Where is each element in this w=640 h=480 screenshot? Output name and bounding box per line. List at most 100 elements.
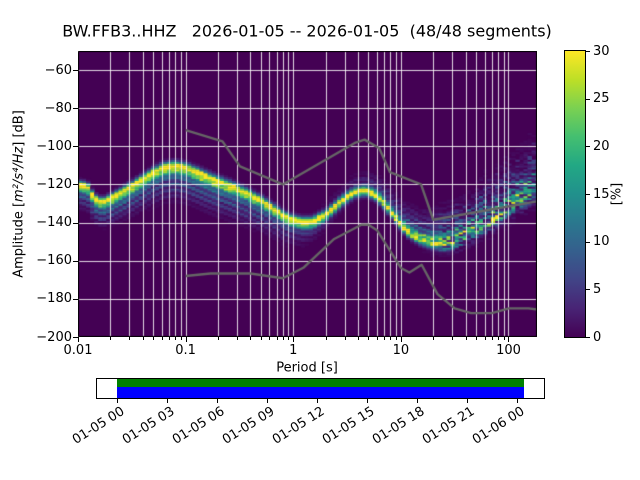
x-minor-tick bbox=[175, 337, 176, 340]
x-tick-label: 10 bbox=[392, 343, 410, 358]
x-minor-tick bbox=[384, 337, 385, 340]
colorbar-tick-label: 30 bbox=[593, 43, 610, 59]
colorbar-tick-label: 0 bbox=[593, 329, 602, 345]
timeline-tick bbox=[167, 399, 168, 403]
colorbar-tick bbox=[586, 337, 590, 338]
x-minor-tick bbox=[237, 337, 238, 340]
y-axis-label-prefix: Amplitude [ bbox=[11, 201, 27, 278]
y-major-tick bbox=[73, 223, 78, 224]
timeline-tick bbox=[217, 399, 218, 403]
colorbar-tick-label: 20 bbox=[593, 138, 610, 154]
y-tick-label: −200 bbox=[36, 329, 72, 345]
x-tick-label: 1 bbox=[289, 343, 298, 358]
y-major-tick bbox=[73, 299, 78, 300]
x-tick-label: 100 bbox=[496, 343, 521, 358]
y-major-tick bbox=[73, 261, 78, 262]
colorbar-tick-label: 10 bbox=[593, 234, 610, 250]
x-major-tick bbox=[508, 337, 509, 342]
x-minor-tick bbox=[288, 337, 289, 340]
x-minor-tick bbox=[162, 337, 163, 340]
time-coverage-box bbox=[96, 378, 545, 399]
timeline-tick bbox=[467, 399, 468, 403]
x-major-tick bbox=[186, 337, 187, 342]
x-minor-tick bbox=[476, 337, 477, 340]
plot-title: BW.FFB3..HHZ 2026-01-05 -- 2026-01-05 (4… bbox=[62, 21, 552, 41]
timeline-tick bbox=[417, 399, 418, 403]
y-axis-label-units: m²/s⁴/Hz bbox=[11, 146, 27, 202]
y-tick-label: −80 bbox=[44, 100, 72, 116]
timeline-tick-label: 01-05 03 bbox=[119, 404, 177, 448]
coverage-bar-bottom bbox=[117, 387, 524, 398]
timeline-tick-label: 01-05 18 bbox=[369, 404, 427, 448]
colorbar-label: [%] bbox=[609, 182, 625, 206]
colorbar-tick bbox=[586, 51, 590, 52]
timeline-tick bbox=[267, 399, 268, 403]
timeline-tick bbox=[367, 399, 368, 403]
x-minor-tick bbox=[345, 337, 346, 340]
timeline-tick-label: 01-06 00 bbox=[469, 404, 527, 448]
colorbar-tick bbox=[586, 99, 590, 100]
y-major-tick bbox=[73, 108, 78, 109]
x-minor-tick bbox=[358, 337, 359, 340]
x-tick-label: 0.1 bbox=[175, 343, 196, 358]
x-minor-tick bbox=[492, 337, 493, 340]
x-minor-tick bbox=[129, 337, 130, 340]
y-major-tick bbox=[73, 337, 78, 338]
y-tick-label: −100 bbox=[36, 138, 72, 154]
y-major-tick bbox=[73, 184, 78, 185]
x-minor-tick bbox=[269, 337, 270, 340]
x-minor-tick bbox=[504, 337, 505, 340]
x-minor-tick bbox=[390, 337, 391, 340]
x-minor-tick bbox=[396, 337, 397, 340]
x-minor-tick bbox=[368, 337, 369, 340]
y-axis-label: Amplitude [m²/s⁴/Hz] [dB] bbox=[12, 110, 27, 278]
x-minor-tick bbox=[110, 337, 111, 340]
timeline-tick-label: 01-05 21 bbox=[419, 404, 477, 448]
colorbar-tick bbox=[586, 146, 590, 147]
y-tick-label: −180 bbox=[36, 291, 72, 307]
x-minor-tick bbox=[452, 337, 453, 340]
y-tick-label: −140 bbox=[36, 215, 72, 231]
colorbar-tick-label: 5 bbox=[593, 281, 602, 297]
colorbar-tick bbox=[586, 242, 590, 243]
timeline-tick-label: 01-05 15 bbox=[319, 404, 377, 448]
colorbar-tick bbox=[586, 289, 590, 290]
colorbar-tick-label: 25 bbox=[593, 91, 610, 107]
y-major-tick bbox=[73, 70, 78, 71]
y-axis-label-suffix: ] [dB] bbox=[11, 110, 27, 147]
x-major-tick bbox=[293, 337, 294, 342]
ppsd-heatmap bbox=[78, 51, 537, 337]
x-minor-tick bbox=[466, 337, 467, 340]
timeline-tick bbox=[117, 399, 118, 403]
x-minor-tick bbox=[498, 337, 499, 340]
x-minor-tick bbox=[283, 337, 284, 340]
x-tick-label: 0.01 bbox=[63, 343, 93, 358]
x-minor-tick bbox=[250, 337, 251, 340]
y-tick-label: −160 bbox=[36, 253, 72, 269]
colorbar-tick-label: 15 bbox=[593, 186, 610, 202]
timeline-tick-label: 01-05 12 bbox=[269, 404, 327, 448]
x-minor-tick bbox=[261, 337, 262, 340]
timeline-tick-label: 01-05 09 bbox=[219, 404, 277, 448]
timeline-tick-label: 01-05 00 bbox=[69, 404, 127, 448]
y-tick-label: −120 bbox=[36, 176, 72, 192]
x-minor-tick bbox=[485, 337, 486, 340]
x-minor-tick bbox=[277, 337, 278, 340]
y-tick-label: −60 bbox=[44, 62, 72, 78]
timeline-tick bbox=[517, 399, 518, 403]
x-minor-tick bbox=[169, 337, 170, 340]
x-minor-tick bbox=[377, 337, 378, 340]
x-minor-tick bbox=[153, 337, 154, 340]
colorbar-tick bbox=[586, 194, 590, 195]
x-minor-tick bbox=[181, 337, 182, 340]
timeline-tick-label: 01-05 06 bbox=[169, 404, 227, 448]
x-minor-tick bbox=[218, 337, 219, 340]
x-minor-tick bbox=[143, 337, 144, 340]
x-axis-label: Period [s] bbox=[276, 360, 338, 376]
coverage-bar-top bbox=[117, 379, 524, 387]
x-minor-tick bbox=[433, 337, 434, 340]
timeline-tick bbox=[317, 399, 318, 403]
y-major-tick bbox=[73, 146, 78, 147]
x-minor-tick bbox=[326, 337, 327, 340]
